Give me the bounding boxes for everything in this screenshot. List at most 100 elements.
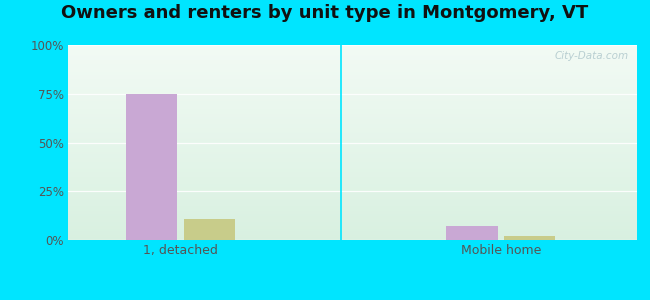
Bar — [68, 69, 637, 70]
Bar — [68, 141, 637, 142]
Bar — [68, 216, 637, 217]
Bar — [68, 117, 637, 118]
Bar — [68, 207, 637, 208]
Bar — [68, 77, 637, 78]
Bar — [68, 128, 637, 129]
Bar — [68, 229, 637, 230]
Bar — [68, 101, 637, 102]
Bar — [68, 67, 637, 68]
Bar — [68, 195, 637, 196]
Bar — [68, 129, 637, 130]
Bar — [68, 110, 637, 111]
Bar — [68, 184, 637, 185]
Bar — [68, 99, 637, 100]
Bar — [68, 49, 637, 50]
Bar — [68, 238, 637, 239]
Bar — [68, 166, 637, 167]
Bar — [68, 104, 637, 105]
Bar — [68, 182, 637, 183]
Bar — [68, 143, 637, 144]
Bar — [68, 163, 637, 164]
Bar — [68, 225, 637, 226]
Bar — [68, 177, 637, 178]
Bar — [68, 127, 637, 128]
Bar — [68, 194, 637, 195]
Bar — [68, 154, 637, 155]
Bar — [68, 132, 637, 133]
Bar — [68, 122, 637, 123]
Bar — [68, 139, 637, 140]
Bar — [68, 160, 637, 161]
Bar — [68, 126, 637, 127]
Bar — [68, 92, 637, 93]
Bar — [68, 171, 637, 172]
Bar — [68, 219, 637, 220]
Bar — [68, 156, 637, 157]
Bar — [68, 124, 637, 125]
Bar — [68, 173, 637, 174]
Bar — [68, 176, 637, 177]
Bar — [68, 179, 637, 180]
Bar — [68, 196, 637, 197]
Bar — [68, 135, 637, 136]
Bar — [68, 73, 637, 74]
Bar — [68, 109, 637, 110]
Bar — [68, 123, 637, 124]
Bar — [68, 86, 637, 87]
Bar — [68, 146, 637, 147]
Bar — [68, 227, 637, 228]
Bar — [68, 102, 637, 103]
Bar — [68, 82, 637, 83]
Bar — [68, 175, 637, 176]
Bar — [68, 149, 637, 150]
Bar — [68, 80, 637, 81]
Bar — [68, 236, 637, 237]
Bar — [68, 153, 637, 154]
Bar — [68, 94, 637, 95]
Bar — [68, 95, 637, 96]
Bar — [68, 170, 637, 171]
Bar — [68, 70, 637, 71]
Bar — [68, 96, 637, 97]
Bar — [68, 187, 637, 188]
Bar — [68, 55, 637, 56]
Bar — [68, 185, 637, 186]
Bar — [68, 233, 637, 234]
Bar — [68, 57, 637, 58]
Bar — [68, 169, 637, 170]
Bar — [447, 226, 498, 240]
Bar — [504, 236, 555, 240]
Bar — [68, 148, 637, 149]
Bar — [68, 89, 637, 90]
Bar — [68, 47, 637, 48]
Bar — [68, 205, 637, 206]
Bar — [68, 214, 637, 215]
Bar — [68, 212, 637, 213]
Bar — [68, 118, 637, 119]
Bar — [68, 45, 637, 46]
Bar — [68, 91, 637, 92]
Bar — [68, 172, 637, 173]
Bar — [68, 108, 637, 109]
Bar — [68, 98, 637, 99]
Bar — [68, 87, 637, 88]
Bar — [68, 204, 637, 205]
Text: Owners and renters by unit type in Montgomery, VT: Owners and renters by unit type in Montg… — [61, 4, 589, 22]
Bar — [68, 223, 637, 224]
Bar — [68, 78, 637, 79]
Bar — [68, 164, 637, 165]
Bar — [68, 61, 637, 62]
Bar — [68, 200, 637, 201]
Bar — [68, 192, 637, 193]
Bar — [68, 60, 637, 61]
Bar — [68, 168, 637, 169]
Bar — [68, 157, 637, 158]
Bar — [68, 159, 637, 160]
Bar — [68, 56, 637, 57]
Bar — [68, 209, 637, 210]
Bar — [68, 113, 637, 114]
Bar — [68, 151, 637, 152]
Bar — [68, 155, 637, 156]
Bar — [68, 162, 637, 163]
Bar — [68, 218, 637, 219]
